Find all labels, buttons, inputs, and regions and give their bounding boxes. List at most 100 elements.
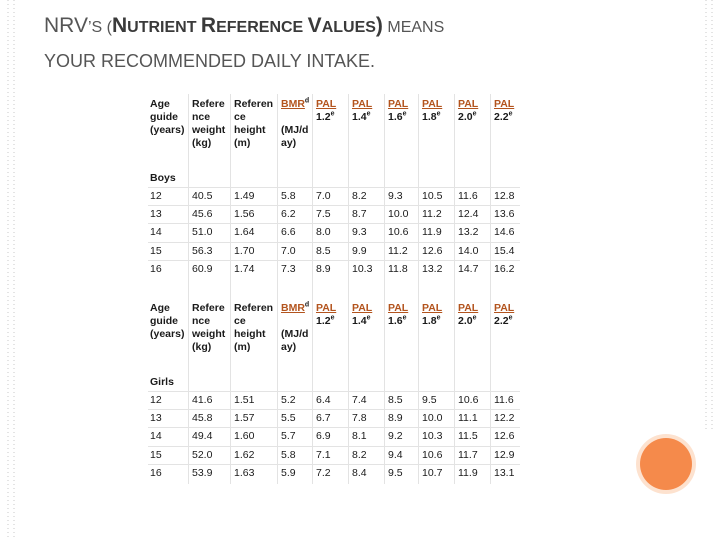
table-cell: 5.8 xyxy=(281,448,296,461)
header-weight-line: (kg) xyxy=(192,341,212,353)
table-cell: 10.5 xyxy=(422,190,443,202)
table-cell: 1.56 xyxy=(234,208,255,221)
table-cell: 14 xyxy=(150,430,162,443)
header-height: Referen ce height (m) xyxy=(234,302,273,354)
header-height-line: height xyxy=(234,124,266,136)
title-n: N xyxy=(111,14,128,37)
header-pal-number: 2.0 xyxy=(458,315,473,327)
table-cell: 1.57 xyxy=(234,412,255,425)
header-pal-sup: e xyxy=(436,314,441,322)
title-r: R xyxy=(200,14,217,37)
table-cell: 41.6 xyxy=(192,394,213,406)
title-eference: EFERENCE xyxy=(216,19,308,36)
header-pal-sup: e xyxy=(402,110,407,118)
table-cell: 12.4 xyxy=(458,208,479,221)
table-cell: 16.2 xyxy=(494,262,515,275)
table-cell: 14 xyxy=(150,226,162,239)
header-pal-1.8: PAL 1.8e xyxy=(422,98,442,124)
header-height-line: ce xyxy=(234,315,246,327)
table-cell: 12.6 xyxy=(494,430,515,443)
header-pal-1.4: PAL 1.4e xyxy=(352,98,372,124)
header-age-line: guide xyxy=(150,315,178,327)
header-bmr-spacer xyxy=(281,111,309,124)
header-pal-number: 2.2 xyxy=(494,111,509,123)
column-divider xyxy=(312,94,313,484)
header-pal-sup: e xyxy=(330,110,335,118)
header-bmr-label: BMRd xyxy=(281,302,309,315)
table-cell: 11.7 xyxy=(458,448,478,461)
header-pal-value: 1.6e xyxy=(388,111,408,124)
nrv-table: Age guide (years) Refere nce weight (kg) Refere… xyxy=(148,94,520,484)
header-pal-number: 2.0 xyxy=(458,111,473,123)
table-cell: 6.4 xyxy=(316,394,331,406)
decorative-left-border xyxy=(7,0,15,540)
table-cell: 12 xyxy=(150,190,162,202)
table-cell: 9.2 xyxy=(388,430,403,443)
table-cell: 14.0 xyxy=(458,244,479,257)
table-cell: 9.5 xyxy=(388,466,403,479)
title-close-paren: ) xyxy=(375,14,383,37)
table-cell: 5.7 xyxy=(281,430,296,443)
title-nrv: NRV xyxy=(44,14,88,37)
header-pal-sup: e xyxy=(366,314,371,322)
header-pal-number: 1.2 xyxy=(316,111,331,123)
table-cell: 45.6 xyxy=(192,208,213,221)
title-possessive: ’S ( xyxy=(87,19,112,36)
table-cell: 40.5 xyxy=(192,190,213,202)
table-cell: 52.0 xyxy=(192,448,213,461)
header-pal-label: PAL xyxy=(316,98,337,110)
header-weight-line: weight xyxy=(192,124,226,136)
header-pal-sup: e xyxy=(472,110,477,118)
header-height-line: Referen xyxy=(234,98,274,110)
decorative-right-border xyxy=(705,0,713,430)
header-pal-sup: e xyxy=(330,314,335,322)
header-pal-value: 1.4e xyxy=(352,315,372,328)
table-cell: 11.6 xyxy=(494,394,514,406)
table-cell: 12.8 xyxy=(494,190,515,202)
table-cell: 11.8 xyxy=(388,262,408,275)
table-cell: 8.4 xyxy=(352,466,367,479)
header-pal-label: PAL xyxy=(422,98,443,110)
table-cell: 10.0 xyxy=(388,208,409,221)
header-pal-number: 2.2 xyxy=(494,315,509,327)
header-pal-number: 1.4 xyxy=(352,315,367,327)
table-cell: 1.63 xyxy=(234,466,255,479)
header-pal-value: 1.4e xyxy=(352,111,372,124)
table-cell: 6.2 xyxy=(281,208,296,221)
header-pal-label: PAL xyxy=(458,98,479,110)
column-divider xyxy=(348,94,349,484)
table-cell: 1.64 xyxy=(234,226,255,239)
header-height-line: height xyxy=(234,328,266,340)
row-divider xyxy=(148,241,520,243)
header-height-line: ce xyxy=(234,111,246,123)
header-bmr-line: ay) xyxy=(281,137,297,149)
header-bmr-text: BMR xyxy=(281,98,305,110)
table-cell: 10.0 xyxy=(422,412,443,425)
table-cell: 14.6 xyxy=(494,226,515,239)
header-weight: Refere nce weight (kg) xyxy=(192,98,225,150)
header-bmr-sup: d xyxy=(304,97,310,105)
row-divider xyxy=(148,391,520,392)
header-weight: Refere nce weight (kg) xyxy=(192,302,225,354)
table-cell: 7.1 xyxy=(316,448,331,461)
table-cell: 1.51 xyxy=(234,394,255,406)
table-cell: 11.9 xyxy=(422,226,442,239)
table-cell: 16 xyxy=(150,262,162,275)
table-cell: 10.7 xyxy=(422,466,443,479)
header-height-line: (m) xyxy=(234,341,251,353)
table-cell: 7.0 xyxy=(281,244,296,257)
table-cell: 49.4 xyxy=(192,430,213,443)
header-pal-2.0: PAL 2.0e xyxy=(458,98,478,124)
header-pal-value: 1.2e xyxy=(316,315,336,328)
slide-title-line1: NRV’S (NUTRIENT REFERENCE VALUES) MEANS xyxy=(44,14,444,38)
header-pal-sup: e xyxy=(508,314,513,322)
table-cell: 13.1 xyxy=(494,466,515,479)
table-cell: 11.5 xyxy=(458,430,478,443)
header-bmr-label: BMRd xyxy=(281,98,309,111)
table-cell: 16 xyxy=(150,466,162,479)
table-cell: 45.8 xyxy=(192,412,213,425)
column-divider xyxy=(230,94,231,484)
header-bmr: BMRd (MJ/d ay) xyxy=(281,98,309,150)
table-cell: 6.6 xyxy=(281,226,296,239)
header-pal-number: 1.8 xyxy=(422,111,437,123)
